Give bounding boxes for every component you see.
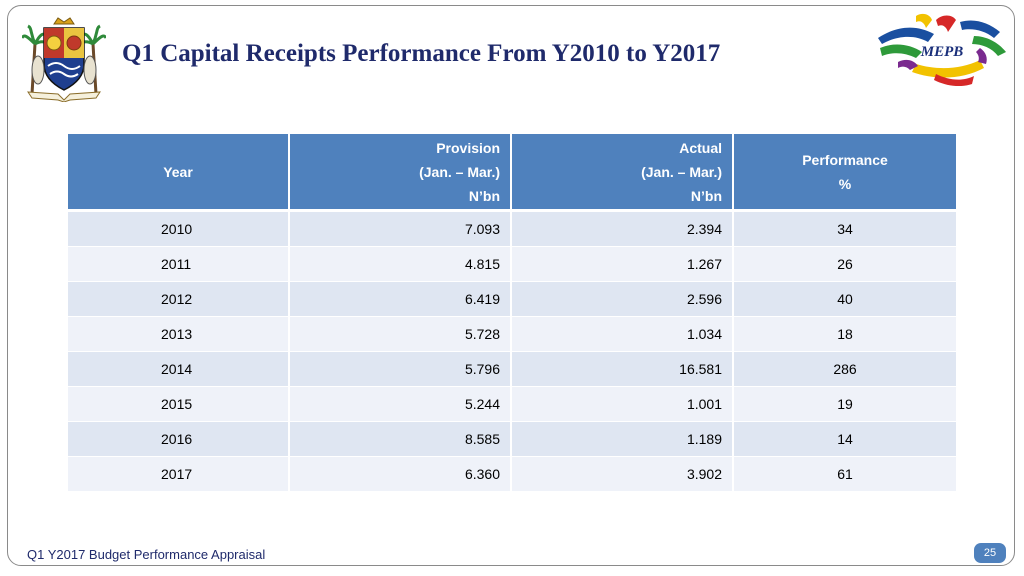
cell-provision: 5.244 xyxy=(290,387,512,422)
table-row: 2010 7.093 2.394 34 xyxy=(68,212,956,247)
cell-actual: 1.267 xyxy=(512,247,734,282)
footer-text: Q1 Y2017 Budget Performance Appraisal xyxy=(27,547,266,562)
cell-performance: 34 xyxy=(734,212,956,247)
cell-performance: 19 xyxy=(734,387,956,422)
cell-provision: 7.093 xyxy=(290,212,512,247)
table-row: 2014 5.796 16.581 286 xyxy=(68,352,956,387)
cell-provision: 8.585 xyxy=(290,422,512,457)
cell-year: 2012 xyxy=(68,282,290,317)
table-row: 2013 5.728 1.034 18 xyxy=(68,317,956,352)
cell-actual: 3.902 xyxy=(512,457,734,492)
mepb-logo-text: MEPB xyxy=(920,44,964,60)
cell-provision: 6.360 xyxy=(290,457,512,492)
header-year: Year xyxy=(68,134,290,212)
page-number-badge: 25 xyxy=(974,543,1006,563)
cell-actual: 16.581 xyxy=(512,352,734,387)
cell-year: 2014 xyxy=(68,352,290,387)
header-provision: Provision (Jan. – Mar.) N’bn xyxy=(290,134,512,212)
lagos-crest-logo xyxy=(22,17,106,102)
table-row: 2016 8.585 1.189 14 xyxy=(68,422,956,457)
table-row: 2017 6.360 3.902 61 xyxy=(68,457,956,492)
header-provision-line-3: N’bn xyxy=(468,187,500,204)
header-actual: Actual (Jan. – Mar.) N’bn xyxy=(512,134,734,212)
cell-provision: 5.728 xyxy=(290,317,512,352)
cell-provision: 4.815 xyxy=(290,247,512,282)
header-provision-line-1: Provision xyxy=(436,139,500,156)
cell-year: 2016 xyxy=(68,422,290,457)
cell-performance: 18 xyxy=(734,317,956,352)
mepb-logo: MEPB xyxy=(878,13,1006,86)
cell-actual: 1.189 xyxy=(512,422,734,457)
table-header-row: Year Provision (Jan. – Mar.) N’bn Actual… xyxy=(68,134,956,212)
cell-year: 2011 xyxy=(68,247,290,282)
table-row: 2011 4.815 1.267 26 xyxy=(68,247,956,282)
cell-performance: 40 xyxy=(734,282,956,317)
cell-year: 2010 xyxy=(68,212,290,247)
header-provision-line-2: (Jan. – Mar.) xyxy=(419,163,500,180)
cell-actual: 1.034 xyxy=(512,317,734,352)
table-row: 2015 5.244 1.001 19 xyxy=(68,387,956,422)
header-actual-line-2: (Jan. – Mar.) xyxy=(641,163,722,180)
header-performance: Performance % xyxy=(734,134,956,212)
page-title: Q1 Capital Receipts Performance From Y20… xyxy=(122,40,721,67)
cell-actual: 2.596 xyxy=(512,282,734,317)
capital-receipts-table: Year Provision (Jan. – Mar.) N’bn Actual… xyxy=(68,134,956,492)
cell-performance: 61 xyxy=(734,457,956,492)
cell-performance: 26 xyxy=(734,247,956,282)
cell-year: 2013 xyxy=(68,317,290,352)
cell-year: 2017 xyxy=(68,457,290,492)
cell-performance: 286 xyxy=(734,352,956,387)
cell-actual: 2.394 xyxy=(512,212,734,247)
header-actual-line-3: N’bn xyxy=(690,187,722,204)
cell-year: 2015 xyxy=(68,387,290,422)
cell-provision: 6.419 xyxy=(290,282,512,317)
header-actual-line-1: Actual xyxy=(679,139,722,156)
table-row: 2012 6.419 2.596 40 xyxy=(68,282,956,317)
header-performance-line-2: % xyxy=(838,175,852,192)
cell-provision: 5.796 xyxy=(290,352,512,387)
cell-actual: 1.001 xyxy=(512,387,734,422)
cell-performance: 14 xyxy=(734,422,956,457)
header-performance-line-1: Performance xyxy=(802,151,888,168)
